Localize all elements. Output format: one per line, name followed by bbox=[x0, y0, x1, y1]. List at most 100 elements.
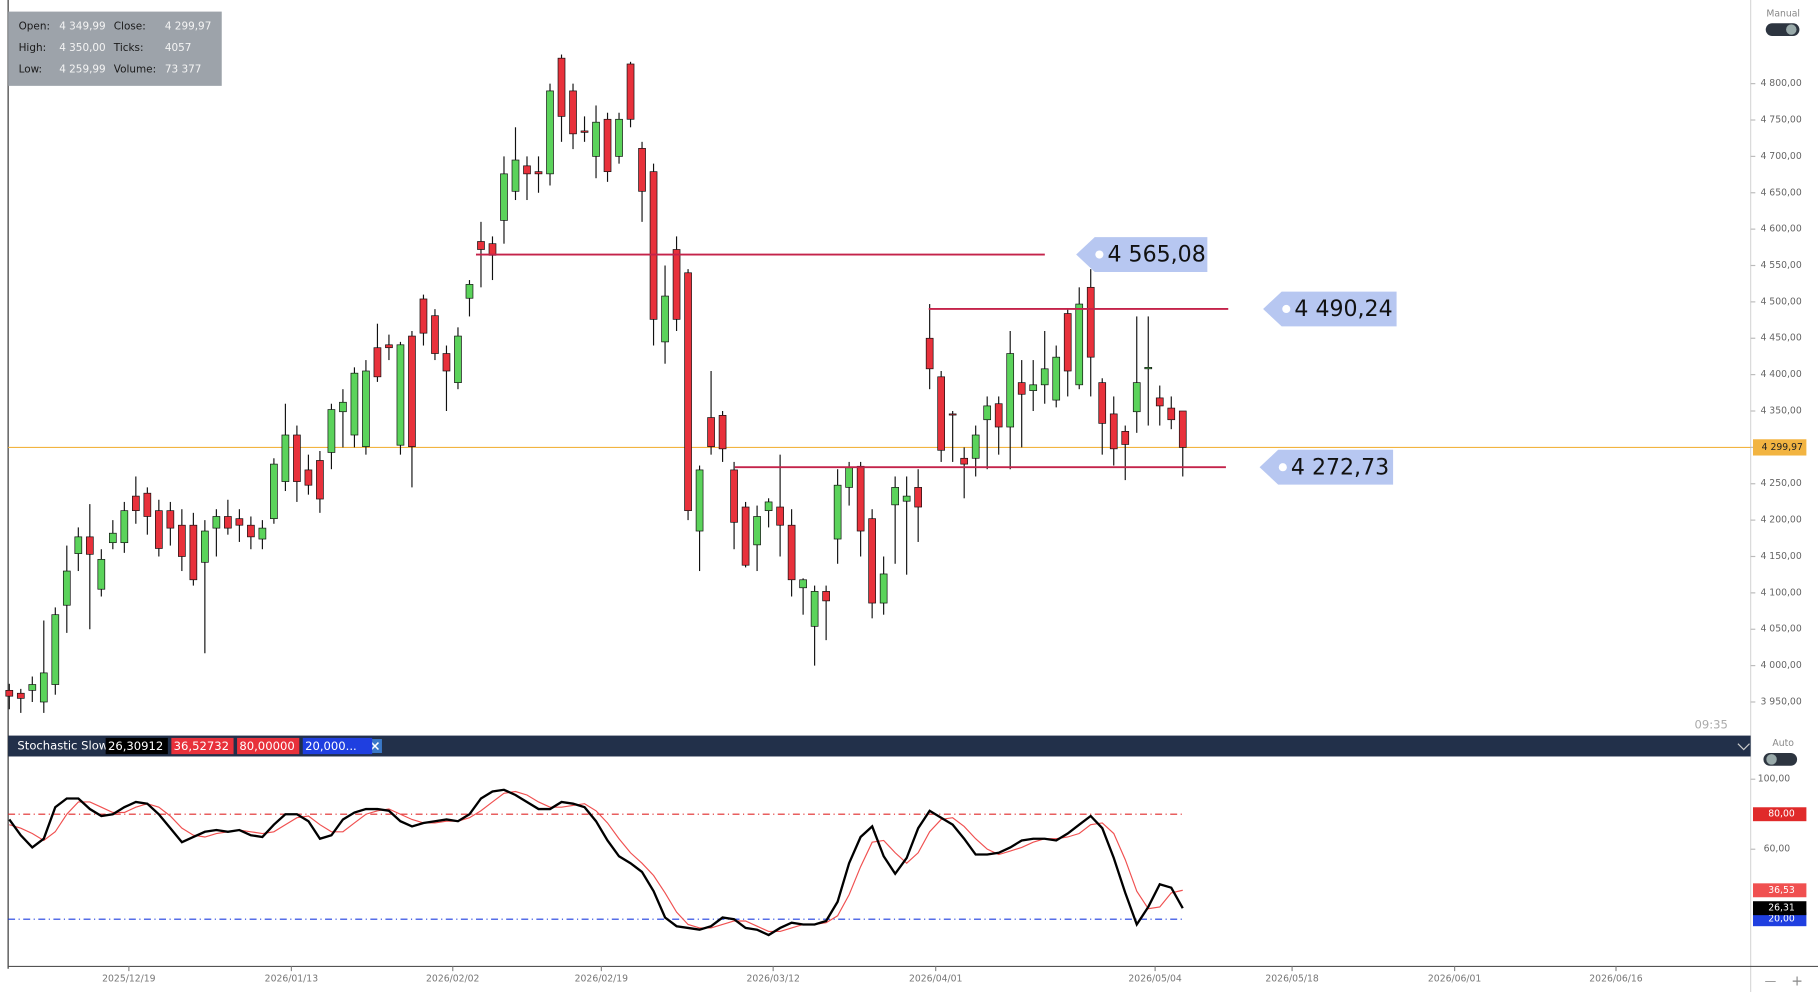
candle-body-down bbox=[1109, 413, 1118, 450]
candle-body-up bbox=[74, 536, 83, 554]
candle-body-down bbox=[534, 171, 543, 175]
x-tick-label: 2026/05/04 bbox=[1128, 974, 1182, 985]
param-box bbox=[105, 737, 168, 755]
level-label: 80,00 bbox=[1768, 809, 1795, 820]
param-box bbox=[302, 737, 373, 755]
toggle-knob bbox=[1786, 24, 1797, 35]
candle-body-down bbox=[914, 487, 922, 508]
zoom-out[interactable]: — bbox=[1765, 974, 1777, 988]
candle-body-down bbox=[1098, 382, 1107, 424]
candle-body-up bbox=[1029, 384, 1038, 391]
level-tag bbox=[1752, 912, 1807, 927]
candle-body-up bbox=[454, 335, 462, 383]
y-tick-label: 60,00 bbox=[1764, 844, 1791, 855]
candle-body-down bbox=[994, 403, 1003, 428]
candle-body-down bbox=[1167, 407, 1176, 421]
y-tick-label: 4 150,00 bbox=[1760, 551, 1801, 562]
candle-body-down bbox=[304, 469, 313, 486]
candle-body-up bbox=[810, 591, 819, 627]
x-tick-label: 2026/06/01 bbox=[1428, 974, 1482, 985]
param-value: 26,30912 bbox=[108, 739, 163, 753]
last-value-tag bbox=[1752, 901, 1807, 916]
candle-body-down bbox=[856, 465, 865, 532]
y-tick-label: 4 450,00 bbox=[1760, 333, 1801, 344]
level-tag bbox=[1259, 449, 1394, 485]
candle-body-down bbox=[178, 524, 186, 557]
candle-body-down bbox=[672, 249, 681, 320]
candle-body-up bbox=[845, 467, 853, 488]
candle-body-down bbox=[868, 518, 876, 604]
candle-body-down bbox=[730, 469, 738, 523]
time-label: 09:35 bbox=[1694, 718, 1727, 732]
candle-body-down bbox=[224, 516, 232, 529]
candle-body-down bbox=[523, 165, 531, 175]
candle-body-up bbox=[465, 284, 474, 299]
candle-body-down bbox=[235, 518, 244, 526]
info-label: High: bbox=[19, 42, 47, 54]
candle-body-up bbox=[511, 159, 520, 192]
indicator-header bbox=[8, 735, 1751, 757]
candle-body-up bbox=[971, 434, 980, 459]
candle-body-up bbox=[51, 614, 60, 685]
last-value-label: 26,31 bbox=[1768, 903, 1795, 914]
param-value: 80,00000 bbox=[239, 739, 294, 753]
candle-body-up bbox=[270, 463, 278, 520]
info-value: 4 349,99 bbox=[59, 21, 105, 33]
candle-body-down bbox=[787, 524, 796, 581]
candle-body-up bbox=[1040, 368, 1049, 386]
zoom-in[interactable]: + bbox=[1791, 974, 1803, 990]
y-tick-label: 4 000,00 bbox=[1760, 660, 1801, 671]
candle-body-down bbox=[707, 417, 715, 447]
level-label: 4 565,08 bbox=[1108, 243, 1206, 268]
y-tick-label: 4 200,00 bbox=[1760, 515, 1801, 526]
y-tick-label: 4 700,00 bbox=[1760, 151, 1801, 162]
candle-body-up bbox=[753, 516, 761, 546]
candle-body-down bbox=[189, 524, 198, 581]
toggle-knob bbox=[1766, 754, 1777, 765]
indicator-line bbox=[8, 788, 1184, 937]
candle-body-down bbox=[925, 337, 934, 370]
candle-body-up bbox=[108, 532, 117, 544]
info-label: Volume: bbox=[114, 64, 156, 76]
level-tag bbox=[1076, 237, 1208, 272]
candle-body-down bbox=[293, 434, 301, 482]
param-value: 20,000... bbox=[305, 739, 357, 753]
y-tick-label: 4 400,00 bbox=[1760, 369, 1801, 380]
info-label: Open: bbox=[19, 21, 50, 33]
candle-body-up bbox=[891, 487, 899, 506]
info-value: 4057 bbox=[165, 42, 192, 54]
candle-body-up bbox=[615, 118, 623, 157]
x-tick-label: 2026/05/18 bbox=[1265, 974, 1319, 985]
y-tick-label: 4 550,00 bbox=[1760, 260, 1801, 271]
candle-body-up bbox=[799, 579, 807, 589]
y-tick-label: 100,00 bbox=[1758, 774, 1791, 785]
candle-body-down bbox=[488, 243, 497, 256]
indicator-title: Stochastic Slow bbox=[17, 739, 108, 753]
candle-body-down bbox=[431, 315, 439, 354]
candle-body-down bbox=[569, 90, 577, 135]
level-tag-dot bbox=[1095, 250, 1104, 259]
candle-body-down bbox=[948, 413, 957, 416]
candles bbox=[5, 54, 1187, 713]
candle-body-up bbox=[661, 295, 669, 343]
candle-body-down bbox=[5, 689, 14, 697]
last-value-tag bbox=[1752, 883, 1807, 898]
candle-body-up bbox=[97, 559, 106, 590]
level-tag-dot bbox=[1282, 304, 1291, 314]
info-value: 4 350,00 bbox=[59, 42, 105, 54]
candle-body-up bbox=[879, 573, 888, 604]
candle-body-down bbox=[132, 495, 140, 512]
param-value: 36,52732 bbox=[174, 739, 229, 753]
candle-body-down bbox=[603, 118, 612, 173]
y-tick-label: 4 600,00 bbox=[1760, 224, 1801, 235]
x-tick-label: 2025/12/19 bbox=[102, 974, 156, 985]
candle-body-down bbox=[1017, 382, 1026, 395]
param-box bbox=[171, 737, 234, 755]
y-tick-label: 4 650,00 bbox=[1760, 187, 1801, 198]
collapse-icon[interactable] bbox=[1737, 743, 1750, 751]
candle-body-up bbox=[1075, 303, 1084, 386]
candle-body-up bbox=[339, 401, 347, 413]
candle-body-down bbox=[776, 506, 784, 526]
